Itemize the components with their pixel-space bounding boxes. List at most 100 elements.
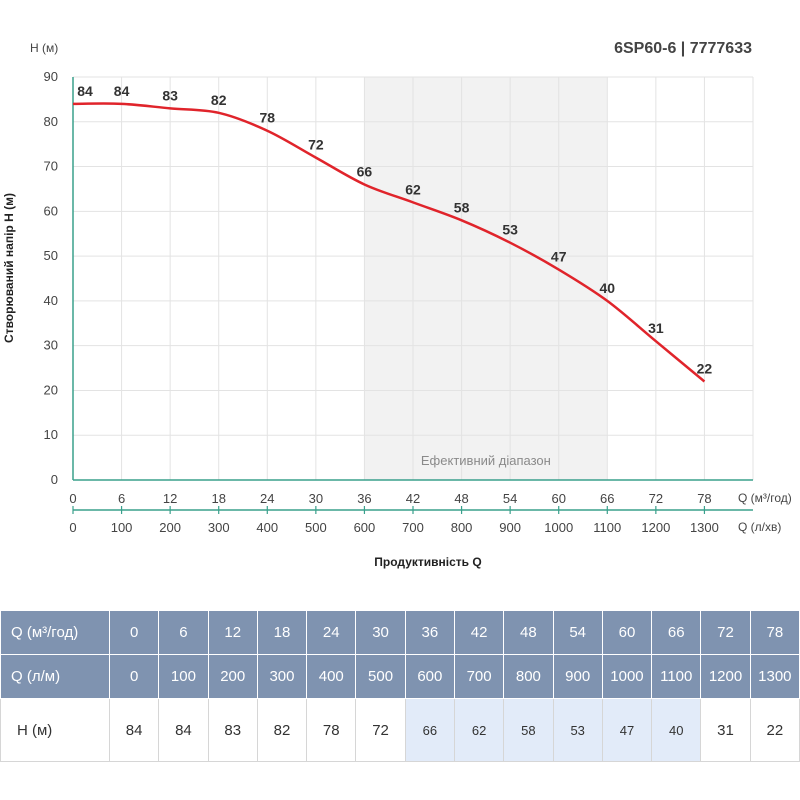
table-cell: 72 [355, 698, 406, 762]
x2-tick-label-6: 600 [354, 520, 376, 535]
table-row: H (м) 84 84 83 82 78 72 66 62 58 53 47 40 31 22 [0, 698, 800, 762]
chart-title: 6SP60-6 | 7777633 [614, 40, 752, 57]
table-row: Q (м³/год) 0 6 12 18 24 30 36 42 48 54 60 66 72 78 [0, 610, 800, 655]
data-label-10: 47 [551, 249, 567, 265]
table-cell: 0 [108, 610, 160, 655]
table-cell: 22 [749, 698, 800, 762]
x2-tick-label-2: 200 [159, 520, 181, 535]
table-row-label: Q (м³/год) [0, 610, 110, 655]
x2-tick-label-8: 800 [451, 520, 473, 535]
x-tick-label-10: 60 [551, 491, 565, 506]
x-tick-labels: 0 6 12 18 24 30 36 42 48 54 60 66 72 78 [69, 491, 711, 506]
y-tick-label-8: 80 [44, 114, 58, 129]
table-cell: 78 [749, 610, 800, 655]
data-label-7: 62 [405, 181, 421, 197]
data-label-3: 82 [211, 92, 227, 108]
y-tick-label-3: 30 [44, 338, 58, 353]
data-table-body: Q (м³/год) 0 6 12 18 24 30 36 42 48 54 60 66 72 78 Q (л… [0, 610, 800, 762]
table-cell: 12 [207, 610, 258, 655]
data-label-8: 58 [454, 199, 470, 215]
x-tick-label-7: 42 [406, 491, 420, 506]
table-cell: 83 [207, 698, 258, 762]
table-cell: 78 [306, 698, 357, 762]
table-cell: 42 [453, 610, 505, 655]
table-cell: 1300 [749, 654, 800, 699]
table-cell: 1100 [651, 654, 702, 699]
data-label-1: 84 [114, 83, 130, 99]
data-label-5: 72 [308, 137, 324, 153]
x2-tick-labels: 0 100 200 300 400 500 600 700 800 900 1000 1100 1200… [69, 520, 719, 535]
x-tick-label-6: 36 [357, 491, 371, 506]
table-cell: 6 [158, 610, 209, 655]
x2-tick-label-4: 400 [256, 520, 278, 535]
data-label-12: 31 [648, 320, 664, 336]
x2-tick-label-7: 700 [402, 520, 424, 535]
y-tick-label-7: 70 [44, 159, 58, 174]
data-label-2: 83 [162, 87, 178, 103]
vertical-grid [72, 77, 754, 480]
y-unit-label: H (м) [30, 41, 58, 55]
table-row-label: H (м) [0, 698, 110, 762]
data-label-13: 22 [697, 360, 713, 376]
x-tick-label-12: 72 [649, 491, 663, 506]
axes [72, 77, 753, 514]
x2-tick-label-12: 1200 [641, 520, 670, 535]
data-table: Q (м³/год) 0 6 12 18 24 30 36 42 48 54 60 66 72 78 Q (л… [0, 610, 800, 762]
y-tick-label-2: 20 [44, 382, 58, 397]
x-axis-label: Продуктивність Q [374, 555, 481, 569]
x-tick-label-13: 78 [697, 491, 711, 506]
pump-curve-chart: 0 10 20 30 40 50 60 70 80 90 0 6 12 18 24 30 36 42 48 54 60… [2, 40, 792, 569]
x2-tick-label-13: 1300 [690, 520, 719, 535]
table-row-label: Q (л/м) [0, 654, 110, 699]
table-cell: 900 [552, 654, 603, 699]
x-tick-label-8: 48 [454, 491, 468, 506]
table-cell: 84 [108, 698, 160, 762]
table-cell: 84 [158, 698, 209, 762]
y-tick-label-4: 40 [44, 293, 58, 308]
x2-tick-label-0: 0 [69, 520, 76, 535]
table-cell: 100 [158, 654, 209, 699]
x-tick-label-4: 24 [260, 491, 274, 506]
horizontal-grid [73, 76, 753, 481]
y-tick-label-6: 60 [44, 203, 58, 218]
table-cell: 40 [651, 698, 702, 762]
table-cell: 72 [700, 610, 751, 655]
table-cell: 54 [552, 610, 603, 655]
x-tick-label-2: 12 [163, 491, 177, 506]
table-cell: 82 [256, 698, 308, 762]
data-labels: 84 84 83 82 78 72 66 62 58 53 47 40 31 22 [77, 83, 712, 377]
data-label-11: 40 [599, 280, 615, 296]
y-tick-label-5: 50 [44, 248, 58, 263]
data-label-9: 53 [502, 222, 518, 238]
table-cell: 62 [453, 698, 505, 762]
y-tick-label-0: 0 [51, 472, 58, 487]
y-tick-label-1: 10 [44, 427, 58, 442]
y-axis-label: Створюваний напір H (м) [2, 193, 16, 343]
x2-tick-label-3: 300 [208, 520, 230, 535]
y-tick-labels: 0 10 20 30 40 50 60 70 80 90 [44, 69, 58, 487]
table-cell: 18 [256, 610, 308, 655]
x-tick-label-3: 18 [211, 491, 225, 506]
table-cell: 53 [552, 698, 603, 762]
x-tick-label-5: 30 [309, 491, 323, 506]
table-cell: 66 [651, 610, 702, 655]
table-cell: 800 [503, 654, 554, 699]
x-unit-label: Q (м³/год) [738, 491, 792, 505]
x-tick-label-1: 6 [118, 491, 125, 506]
efficient-range-label: Ефективний діапазон [421, 453, 551, 468]
table-cell: 58 [503, 698, 554, 762]
table-cell: 47 [601, 698, 653, 762]
table-cell: 48 [503, 610, 554, 655]
head-curve-line [72, 102, 706, 383]
x2-unit-label: Q (л/хв) [738, 520, 781, 534]
x-tick-label-11: 66 [600, 491, 614, 506]
x2-tick-label-10: 1000 [544, 520, 573, 535]
table-cell: 0 [108, 654, 160, 699]
data-label-6: 66 [357, 163, 373, 179]
table-cell: 36 [404, 610, 455, 655]
table-cell: 600 [404, 654, 455, 699]
table-cell: 60 [601, 610, 653, 655]
data-label-4: 78 [259, 110, 275, 126]
table-cell: 700 [453, 654, 505, 699]
x2-tick-label-5: 500 [305, 520, 327, 535]
